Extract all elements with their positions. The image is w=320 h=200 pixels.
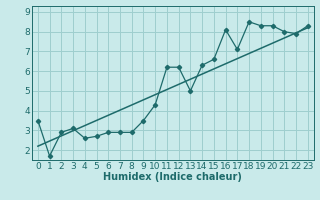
X-axis label: Humidex (Indice chaleur): Humidex (Indice chaleur) <box>103 172 242 182</box>
